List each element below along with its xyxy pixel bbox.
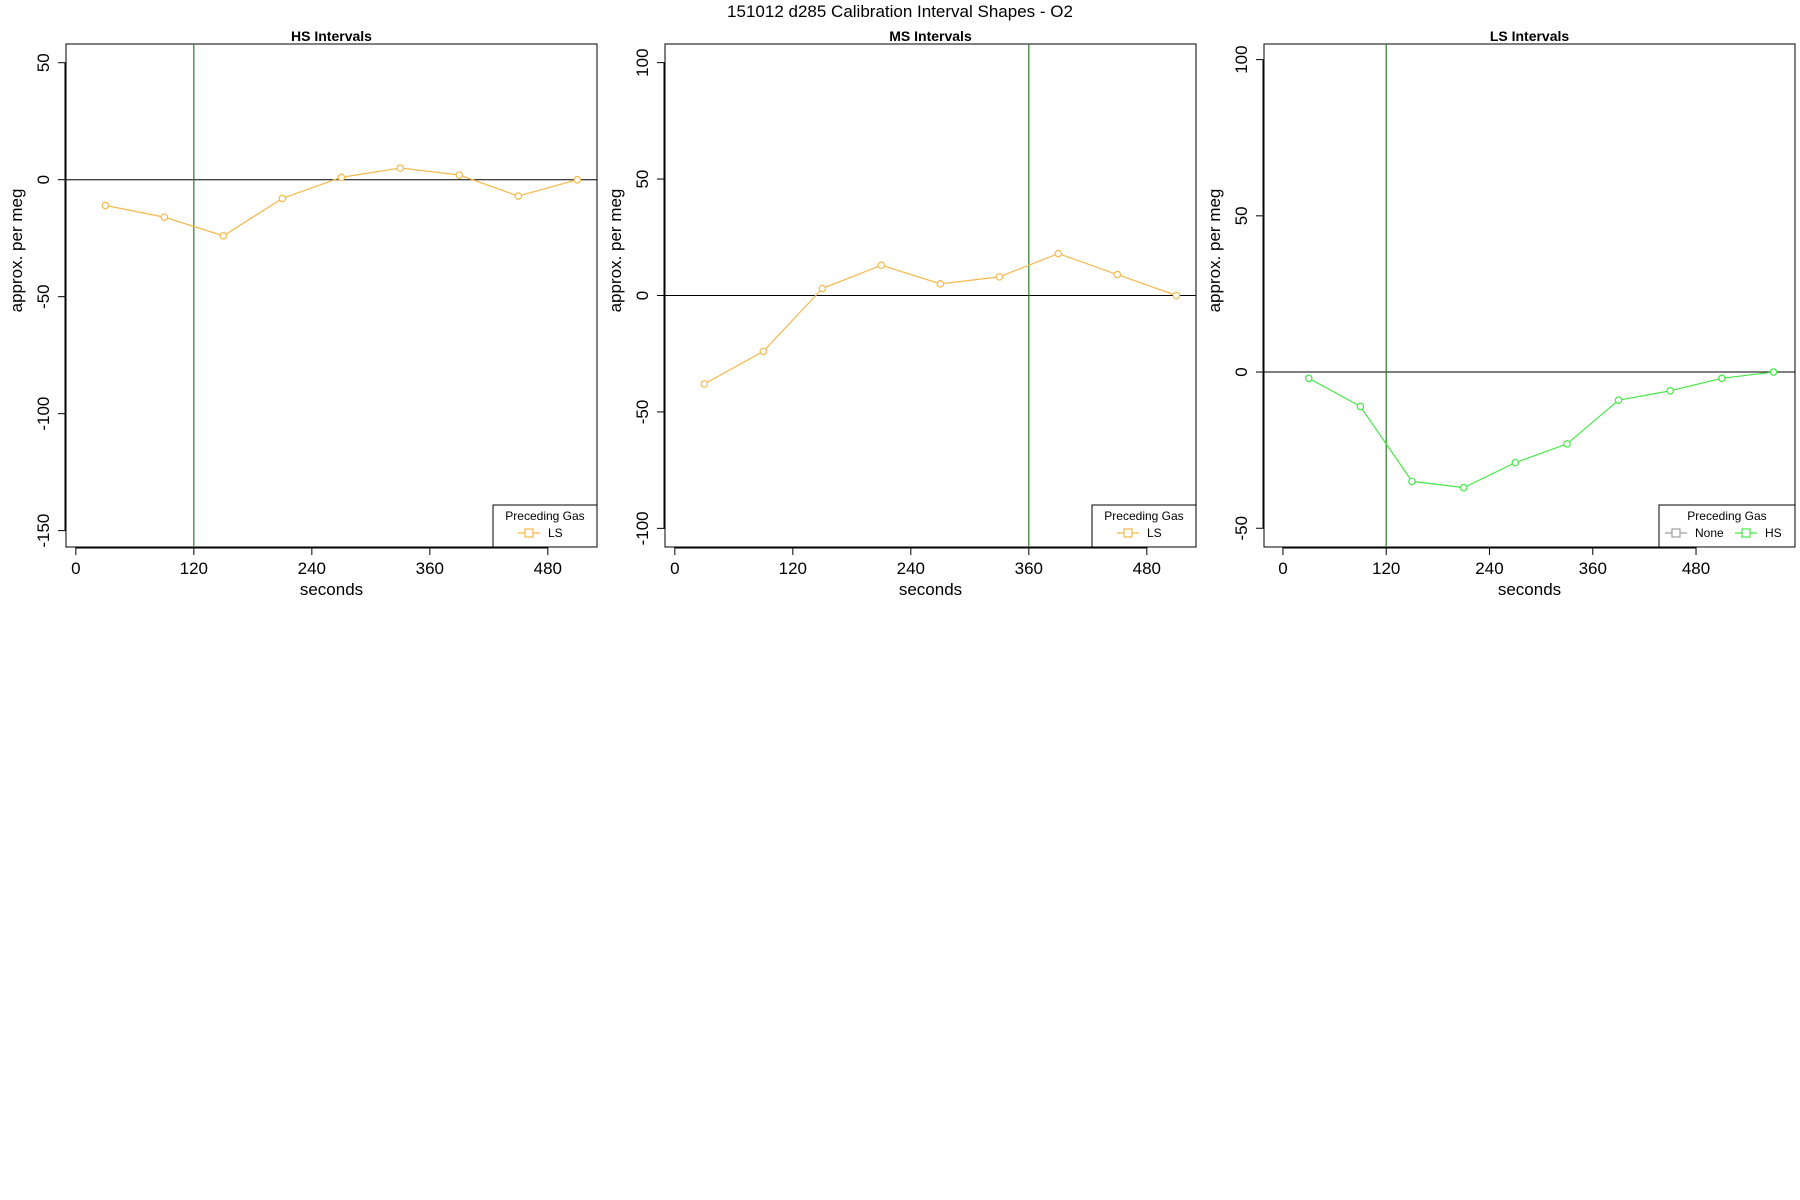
data-point [700,380,709,388]
chart-panel-3: LS Intervals 0 120 240 360 480 seconds -50 0 50 10… [1205,28,1796,599]
data-point [936,280,945,288]
x-tick-label: 240 [1475,559,1503,578]
legend-box [1091,504,1197,548]
data-point [1563,440,1571,448]
y-tick-label: 0 [1232,367,1251,376]
plot-frame [65,43,598,548]
panel-title: LS Intervals [1490,28,1570,44]
data-point [337,173,346,182]
y-axis-label: approx. per meg [606,189,625,313]
data-point [396,164,405,172]
data-point [455,171,464,179]
legend-entry-LS: LS [548,526,563,540]
data-point [1113,270,1122,279]
data-point [759,347,768,356]
y-tick-label: -150 [34,514,53,548]
y-tick-label: -50 [34,284,53,309]
legend-title: Preceding Gas [505,509,584,523]
data-point [1459,483,1468,492]
legend-swatch-marker [524,528,534,538]
x-tick-label: 360 [1579,559,1607,578]
y-tick-label: 50 [34,53,53,72]
x-tick-label: 120 [1372,559,1400,578]
data-point [1054,249,1063,258]
panel-title: MS Intervals [889,28,972,44]
y-tick-label: -100 [633,511,652,545]
y-tick-label: 50 [1232,206,1251,225]
x-axis-label: seconds [899,580,962,599]
data-point [101,201,110,210]
x-tick-label: 360 [1015,559,1043,578]
y-axis-label: approx. per meg [7,189,26,313]
y-tick-label: 0 [633,291,652,300]
data-point [219,232,228,240]
legend-entry-HS: HS [1765,526,1782,540]
data-point [278,194,287,203]
data-point [1408,477,1416,486]
data-point [514,192,523,200]
y-tick-label: 100 [1232,45,1251,73]
x-tick-label: 480 [534,559,562,578]
y-tick-label: 100 [633,48,652,76]
data-point [1666,386,1675,395]
data-point [1172,291,1181,300]
data-point [1769,368,1778,376]
x-tick-label: 480 [1682,559,1710,578]
legend-box [492,504,598,548]
chart-panel-1: HS Intervals 0 120 240 360 480 seconds -150 -100… [7,28,598,599]
legend-swatch-marker [1123,528,1133,538]
data-point [1511,458,1520,467]
data-point [877,261,886,270]
y-tick-label: -100 [34,397,53,431]
legend-title: Preceding Gas [1104,509,1183,523]
legend-entry-None: None [1695,526,1724,540]
figure-title: 151012 d285 Calibration Interval Shapes … [727,2,1073,21]
data-point [160,213,169,221]
series-line-LS [704,252,1177,385]
x-tick-label: 240 [298,559,326,578]
data-point [1356,402,1365,411]
legend: Preceding Gas LS [492,504,598,548]
panel-title: HS Intervals [291,28,372,44]
y-tick-label: 0 [34,175,53,184]
x-tick-label: 360 [416,559,444,578]
legend-title: Preceding Gas [1687,509,1766,523]
x-tick-label: 480 [1133,559,1161,578]
plot-frame [1263,43,1796,548]
x-tick-label: 120 [779,559,807,578]
x-tick-label: 120 [180,559,208,578]
legend-swatch-marker [1741,528,1751,538]
x-tick-label: 0 [71,559,80,578]
x-axis-label: seconds [1498,580,1561,599]
y-tick-label: -50 [633,400,652,425]
series-line-HS [1308,371,1774,489]
chart-panel-2: MS Intervals 0 120 240 360 480 seconds -100 -50 0… [606,28,1197,599]
legend-swatch-marker [1671,528,1681,538]
y-tick-label: 50 [633,170,652,189]
x-tick-label: 0 [670,559,679,578]
data-point [1304,374,1313,383]
data-point [1614,396,1623,404]
legend-box [1658,504,1796,548]
y-tick-label: -50 [1232,516,1251,541]
data-point [573,175,582,184]
legend-entry-LS: LS [1147,526,1162,540]
x-tick-label: 240 [897,559,925,578]
x-axis-label: seconds [300,580,363,599]
x-tick-label: 0 [1278,559,1287,578]
data-point [995,273,1004,281]
data-point [818,284,827,293]
legend: Preceding Gas LS [1091,504,1197,548]
y-axis-label: approx. per meg [1205,189,1224,313]
legend: Preceding Gas None HS [1658,504,1796,548]
data-point [1718,374,1726,383]
